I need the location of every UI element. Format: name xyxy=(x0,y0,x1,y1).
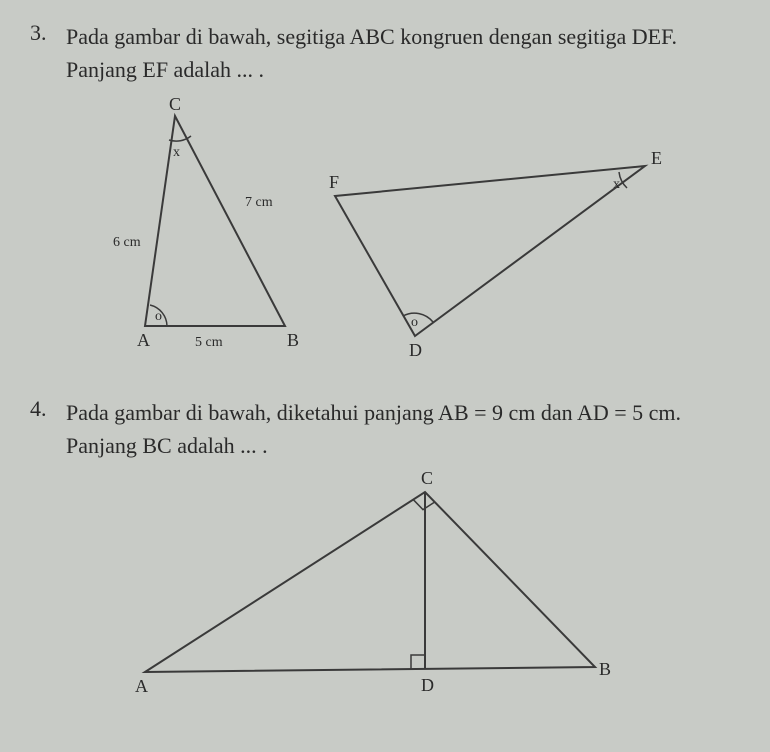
svg-text:C: C xyxy=(421,472,433,488)
svg-text:C: C xyxy=(169,96,181,114)
question-row: 4. Pada gambar di bawah, diketahui panja… xyxy=(30,396,740,462)
svg-text:B: B xyxy=(599,659,611,679)
svg-text:7 cm: 7 cm xyxy=(245,195,273,210)
svg-text:D: D xyxy=(421,675,434,695)
question-text: Pada gambar di bawah, diketahui panjang … xyxy=(66,396,740,462)
figure-4: A B C D xyxy=(30,472,740,702)
question-number: 4. xyxy=(30,396,54,422)
figure-3-svg: o x A B C 6 cm 5 cm 7 cm o x D E F xyxy=(85,96,685,366)
svg-text:A: A xyxy=(137,330,150,350)
svg-text:o: o xyxy=(411,315,418,330)
svg-text:B: B xyxy=(287,330,299,350)
svg-text:D: D xyxy=(409,340,422,360)
problem-3: 3. Pada gambar di bawah, segitiga ABC ko… xyxy=(30,20,740,366)
question-text: Pada gambar di bawah, segitiga ABC kongr… xyxy=(66,20,740,86)
svg-text:A: A xyxy=(135,676,148,696)
svg-text:x: x xyxy=(173,145,180,160)
question-number: 3. xyxy=(30,20,54,46)
svg-text:5 cm: 5 cm xyxy=(195,335,223,350)
svg-text:o: o xyxy=(155,309,162,324)
svg-text:x: x xyxy=(613,177,620,192)
svg-text:E: E xyxy=(651,148,662,168)
question-row: 3. Pada gambar di bawah, segitiga ABC ko… xyxy=(30,20,740,86)
svg-text:6 cm: 6 cm xyxy=(113,235,141,250)
problem-4: 4. Pada gambar di bawah, diketahui panja… xyxy=(30,396,740,702)
svg-text:F: F xyxy=(329,172,339,192)
figure-4-svg: A B C D xyxy=(125,472,645,702)
figure-3: o x A B C 6 cm 5 cm 7 cm o x D E F xyxy=(30,96,740,366)
